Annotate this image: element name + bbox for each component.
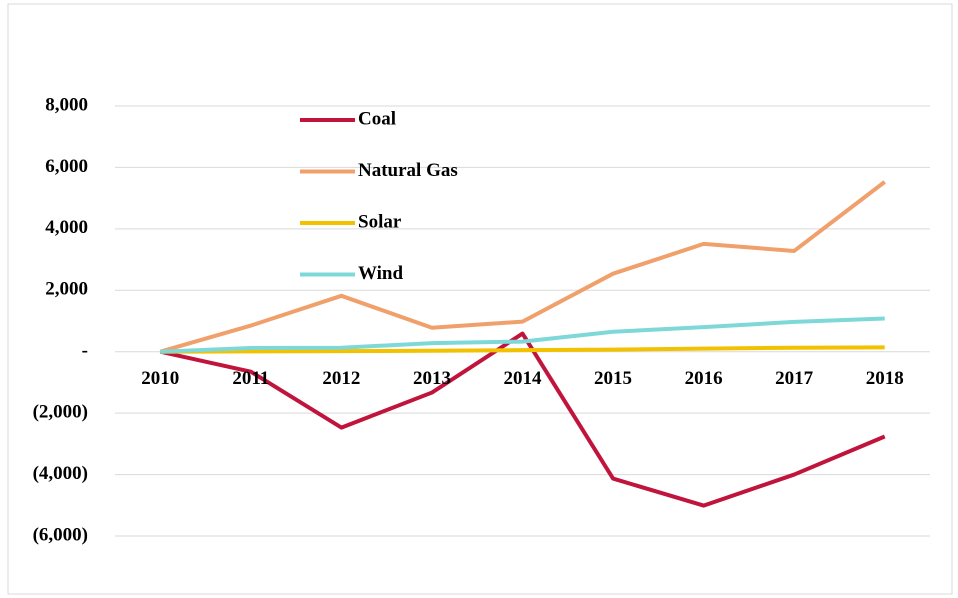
chart-frame — [7, 3, 953, 595]
series-line — [159, 180, 886, 354]
legend-label: Coal — [358, 108, 396, 129]
legend-label: Natural Gas — [358, 160, 458, 181]
y-tick-label: (6,000) — [33, 524, 88, 545]
x-tick-label: 2010 — [141, 368, 179, 389]
legend-label: Wind — [358, 263, 404, 284]
x-tick-label: 2018 — [866, 368, 904, 389]
series-line — [159, 331, 886, 508]
y-tick-label: 2,000 — [45, 279, 88, 300]
series-line — [160, 345, 885, 354]
series-line — [160, 316, 885, 354]
x-tick-label: 2015 — [594, 368, 632, 389]
y-tick-label: (4,000) — [33, 463, 88, 484]
x-tick-label: 2012 — [322, 368, 360, 389]
legend-label: Solar — [358, 211, 402, 232]
x-tick-label: 2016 — [685, 368, 723, 389]
y-tick-label: 8,000 — [45, 94, 88, 115]
y-tick-label: - — [82, 340, 88, 361]
y-tick-label: (2,000) — [33, 402, 88, 423]
x-tick-label: 2011 — [232, 368, 269, 389]
x-tick-label: 2017 — [775, 368, 814, 389]
x-tick-label: 2013 — [413, 368, 451, 389]
x-tick-label: 2014 — [504, 368, 543, 389]
y-tick-label: 6,000 — [45, 156, 88, 177]
y-tick-label: 4,000 — [45, 217, 88, 238]
